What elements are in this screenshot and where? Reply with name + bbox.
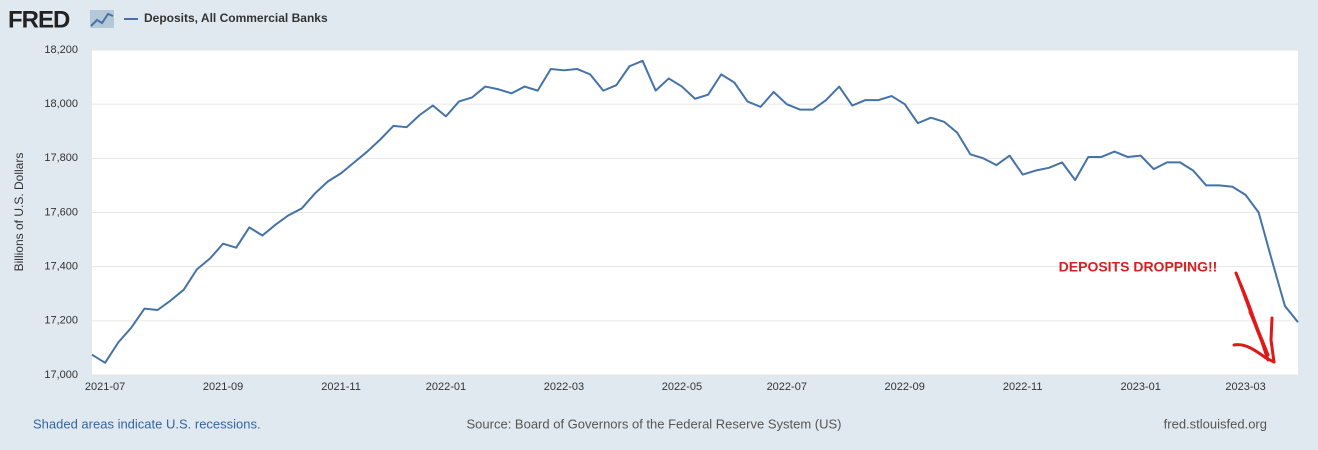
y-tick-label: 17,400 — [44, 261, 78, 273]
y-tick-label: 17,600 — [44, 206, 78, 218]
x-tick-label: 2021-11 — [321, 381, 361, 393]
legend-label: Deposits, All Commercial Banks — [144, 11, 328, 25]
x-tick-label: 2022-05 — [662, 381, 702, 393]
y-axis-label: Billions of U.S. Dollars — [12, 153, 26, 272]
x-tick-label: 2022-01 — [426, 381, 466, 393]
x-tick-label: 2022-11 — [1003, 381, 1043, 393]
x-tick-label: 2023-03 — [1225, 381, 1265, 393]
data-line — [91, 59, 1299, 364]
annotation: DEPOSITS DROPPING!! — [1059, 259, 1218, 275]
footer-note[interactable]: Shaded areas indicate U.S. recessions. — [33, 416, 261, 431]
footer-site[interactable]: fred.stlouisfed.org — [1164, 416, 1267, 431]
logo[interactable]: FRED — [8, 6, 71, 33]
x-tick-label: 2022-07 — [767, 381, 807, 393]
x-tick-label: 2023-01 — [1121, 381, 1161, 393]
x-tick-label: 2021-09 — [203, 381, 243, 393]
footer-source: Source: Board of Governors of the Federa… — [467, 416, 842, 431]
x-tick-label: 2021-07 — [85, 381, 125, 393]
y-tick-label: 17,800 — [44, 152, 78, 164]
y-tick-label: 17,000 — [44, 369, 78, 381]
y-tick-label: 18,200 — [44, 44, 78, 56]
y-tick-label: 18,000 — [44, 98, 78, 110]
annotation-arrow — [1232, 271, 1276, 364]
y-tick-label: 17,200 — [44, 315, 78, 327]
x-tick-label: 2022-09 — [885, 381, 925, 393]
x-tick-label: 2022-03 — [544, 381, 584, 393]
logo-icon — [90, 10, 114, 28]
